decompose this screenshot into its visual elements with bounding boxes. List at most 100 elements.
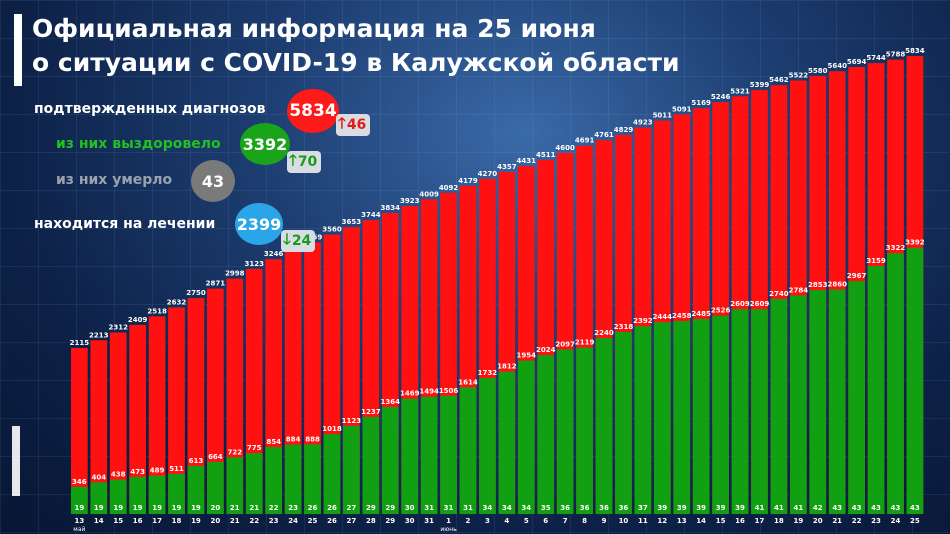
recovered-bar bbox=[148, 475, 166, 514]
recovered-bar bbox=[71, 486, 88, 514]
recovered-delta-value: 70 bbox=[297, 154, 318, 170]
x-tick-label: 25 bbox=[910, 517, 920, 525]
confirmed-bar bbox=[109, 332, 127, 514]
recovered-bar bbox=[867, 266, 885, 514]
recovered-value-label: 2860 bbox=[827, 280, 847, 288]
recovered-bar bbox=[595, 338, 613, 514]
died-value-label: 22 bbox=[269, 504, 279, 512]
died-value-label: 29 bbox=[366, 504, 376, 512]
confirmed-value-label: 5091 bbox=[672, 105, 692, 113]
recovered-value-label: 2526 bbox=[711, 307, 731, 315]
confirmed-value: 5834 bbox=[287, 89, 339, 133]
died-value-label: 39 bbox=[696, 504, 706, 512]
recovered-bar bbox=[887, 253, 904, 514]
died-value-label: 21 bbox=[249, 504, 259, 512]
x-tick-label: 22 bbox=[852, 517, 862, 525]
died-value-label: 31 bbox=[444, 504, 454, 512]
died-value-label: 43 bbox=[891, 504, 901, 512]
recovered-value-label: 2119 bbox=[575, 339, 595, 347]
died-value-label: 36 bbox=[599, 504, 609, 512]
recovered-value-label: 1954 bbox=[517, 352, 537, 360]
recovered-value-label: 1506 bbox=[439, 387, 459, 395]
recovered-bar bbox=[129, 476, 147, 514]
month-label: май bbox=[73, 526, 85, 533]
died-value-label: 30 bbox=[405, 504, 415, 512]
recovered-bar bbox=[731, 309, 749, 514]
recovered-value-label: 2609 bbox=[750, 300, 770, 308]
confirmed-label: подтвержденных диагнозов bbox=[34, 101, 266, 117]
confirmed-delta-value: 46 bbox=[346, 117, 367, 133]
x-tick-label: 6 bbox=[543, 517, 548, 525]
confirmed-value-label: 5169 bbox=[691, 99, 711, 107]
x-tick-label: 4 bbox=[504, 517, 509, 525]
recovered-value-label: 2240 bbox=[594, 329, 614, 337]
recovered-bar bbox=[848, 281, 865, 514]
recovered-bar bbox=[789, 295, 807, 514]
confirmed-delta: 🡑 46 bbox=[336, 114, 371, 136]
recovered-bar bbox=[479, 378, 496, 514]
x-tick-label: 14 bbox=[696, 517, 706, 525]
recovered-value-label: 854 bbox=[266, 438, 281, 446]
died-value-label: 34 bbox=[521, 504, 531, 512]
x-tick-label: 19 bbox=[793, 517, 803, 525]
x-tick-label: 20 bbox=[211, 517, 221, 525]
confirmed-value-label: 3560 bbox=[322, 226, 342, 234]
recovered-value-label: 2097 bbox=[555, 340, 575, 348]
x-tick-label: 11 bbox=[638, 517, 648, 525]
died-value-label: 19 bbox=[152, 504, 162, 512]
recovered-value-label: 2444 bbox=[653, 313, 673, 321]
confirmed-value-label: 2750 bbox=[186, 289, 206, 297]
recovered-bar bbox=[576, 347, 593, 514]
x-tick-label: 28 bbox=[366, 517, 376, 525]
recovered-bar bbox=[459, 387, 477, 514]
confirmed-value-label: 5011 bbox=[653, 112, 673, 120]
confirmed-bar bbox=[168, 307, 185, 514]
died-value-label: 43 bbox=[852, 504, 862, 512]
died-value-label: 36 bbox=[580, 504, 590, 512]
confirmed-value-label: 5462 bbox=[769, 76, 789, 84]
x-tick-label: 22 bbox=[249, 517, 259, 525]
died-value-label: 27 bbox=[347, 504, 357, 512]
confirmed-value-label: 3923 bbox=[400, 197, 420, 205]
x-tick-label: 10 bbox=[619, 517, 629, 525]
x-tick-label: 17 bbox=[152, 517, 162, 525]
recovered-value-label: 3392 bbox=[905, 239, 925, 247]
recovered-bar bbox=[615, 332, 632, 514]
month-label: июнь bbox=[440, 526, 457, 533]
confirmed-bar bbox=[207, 288, 224, 514]
recovered-bar bbox=[828, 289, 846, 514]
x-tick-label: 29 bbox=[385, 517, 395, 525]
died-value-label: 19 bbox=[94, 504, 104, 512]
confirmed-value-label: 2115 bbox=[70, 339, 90, 347]
confirmed-value-label: 4009 bbox=[419, 190, 439, 198]
recovered-bar bbox=[673, 321, 691, 514]
recovered-value-label: 884 bbox=[286, 436, 301, 444]
died-value-label: 39 bbox=[677, 504, 687, 512]
recovered-value-label: 473 bbox=[130, 468, 145, 476]
died-value-label: 19 bbox=[113, 504, 123, 512]
recovered-bar bbox=[90, 482, 108, 514]
died-value-label: 23 bbox=[288, 504, 298, 512]
confirmed-value-label: 2213 bbox=[89, 331, 109, 339]
x-tick-label: 21 bbox=[832, 517, 842, 525]
x-tick-label: 15 bbox=[113, 517, 123, 525]
x-tick-label: 16 bbox=[735, 517, 745, 525]
recovered-bar bbox=[401, 398, 419, 514]
confirmed-value-label: 3744 bbox=[361, 211, 381, 219]
x-tick-label: 15 bbox=[716, 517, 726, 525]
confirmed-value-label: 2312 bbox=[108, 323, 128, 331]
title-line-1: Официальная информация на 25 июня bbox=[32, 14, 596, 43]
recovered-value-label: 888 bbox=[305, 435, 320, 443]
treatment-delta: 🡓 24 bbox=[281, 230, 316, 252]
died-value-label: 43 bbox=[832, 504, 842, 512]
page-title: Официальная информация на 25 июня о ситу… bbox=[32, 12, 679, 80]
confirmed-value-label: 4923 bbox=[633, 119, 653, 127]
recovered-bar bbox=[343, 425, 360, 514]
confirmed-bar bbox=[71, 347, 88, 514]
recovered-value-label: 404 bbox=[91, 473, 106, 481]
recovered-bar bbox=[284, 444, 302, 514]
died-value: 43 bbox=[191, 160, 235, 202]
died-value-label: 35 bbox=[541, 504, 551, 512]
confirmed-value-label: 5788 bbox=[886, 51, 906, 59]
